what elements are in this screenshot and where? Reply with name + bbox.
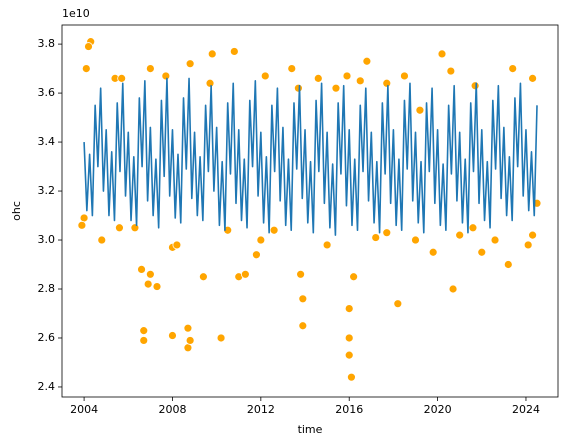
scatter-point [349,272,359,282]
scatter-point [252,250,261,260]
scatter-point [183,323,193,333]
scatter-point [256,235,266,245]
y-tick-label: 2.4 [38,380,56,393]
scatter-point [137,265,146,274]
scatter-point [342,71,352,81]
scatter-point [152,282,162,291]
x-tick-label: 2020 [424,403,452,416]
scatter-point [145,269,155,279]
scatter-point [84,42,93,51]
scatter-point [382,78,392,88]
scatter-point [161,71,171,81]
scatter-point [294,83,303,93]
x-axis-label: time [298,423,323,436]
scatter-point [145,64,155,73]
scatter-point [371,233,381,242]
scatter-point [331,83,341,93]
scatter-point [185,59,195,69]
scatter-point [79,213,89,223]
scatter-point [115,223,124,233]
y-tick-label: 3.0 [38,233,56,246]
y-multiplier: 1e10 [62,7,90,20]
y-tick-label: 3.4 [38,135,56,148]
scatter-point [448,284,458,294]
scatter-point [97,235,107,245]
scatter-point [490,235,500,245]
scatter-point [344,304,354,313]
x-tick-label: 2016 [335,403,363,416]
scatter-point [477,247,487,257]
scatter-point [322,240,332,250]
y-tick-label: 3.8 [38,37,56,50]
x-tick-label: 2008 [158,403,186,416]
scatter-point [298,321,308,331]
y-axis-label: ohc [10,201,23,221]
x-tick-label: 2012 [247,403,275,416]
scatter-point [411,235,420,245]
scatter-point [183,343,193,353]
scatter-point [260,71,270,81]
y-tick-label: 2.6 [38,331,56,344]
scatter-point [296,269,306,279]
scatter-point [198,272,208,282]
scatter-point [455,230,465,240]
y-tick-label: 3.6 [38,86,56,99]
scatter-point [139,336,149,345]
scatter-point [229,47,239,56]
scatter-point [269,225,279,235]
scatter-point [287,64,297,73]
scatter-point [117,73,127,83]
line [83,77,538,236]
scatter-point [400,71,409,81]
scatter-point [77,220,87,230]
scatter-point [528,73,537,83]
scatter-point [139,326,149,336]
axes-frame [61,24,559,398]
scatter-point [415,105,425,115]
scatter-point [362,56,372,66]
scatter-point [172,240,182,250]
scatter-point [298,294,308,304]
scatter-point [130,223,140,233]
scatter-point [528,230,537,240]
scatter-point [81,64,91,73]
scatter-point [344,350,354,360]
scatter-point [503,260,513,269]
x-tick-label: 2004 [70,403,98,416]
scatter-point [382,228,392,238]
scatter-point [393,299,403,309]
scatter-point [437,49,447,59]
scatter-point [216,333,226,343]
scatter-point [240,269,250,279]
scatter-point [355,76,365,86]
y-tick-label: 2.8 [38,282,56,295]
scatter-point [205,78,215,88]
scatter-point [207,49,217,59]
x-tick-label: 2024 [512,403,540,416]
scatter-point [446,66,456,76]
scatter-point [344,333,354,343]
scatter-point [185,336,195,345]
scatter-point [428,247,438,257]
scatter-point [523,240,533,250]
scatter-point [347,372,356,382]
scatter-point [168,331,177,340]
scatter-point [468,223,478,233]
scatter-point [470,81,480,91]
scatter-point [508,64,518,73]
y-tick-label: 3.2 [38,184,56,197]
scatter-point [313,73,323,83]
scatter-point [143,279,153,289]
